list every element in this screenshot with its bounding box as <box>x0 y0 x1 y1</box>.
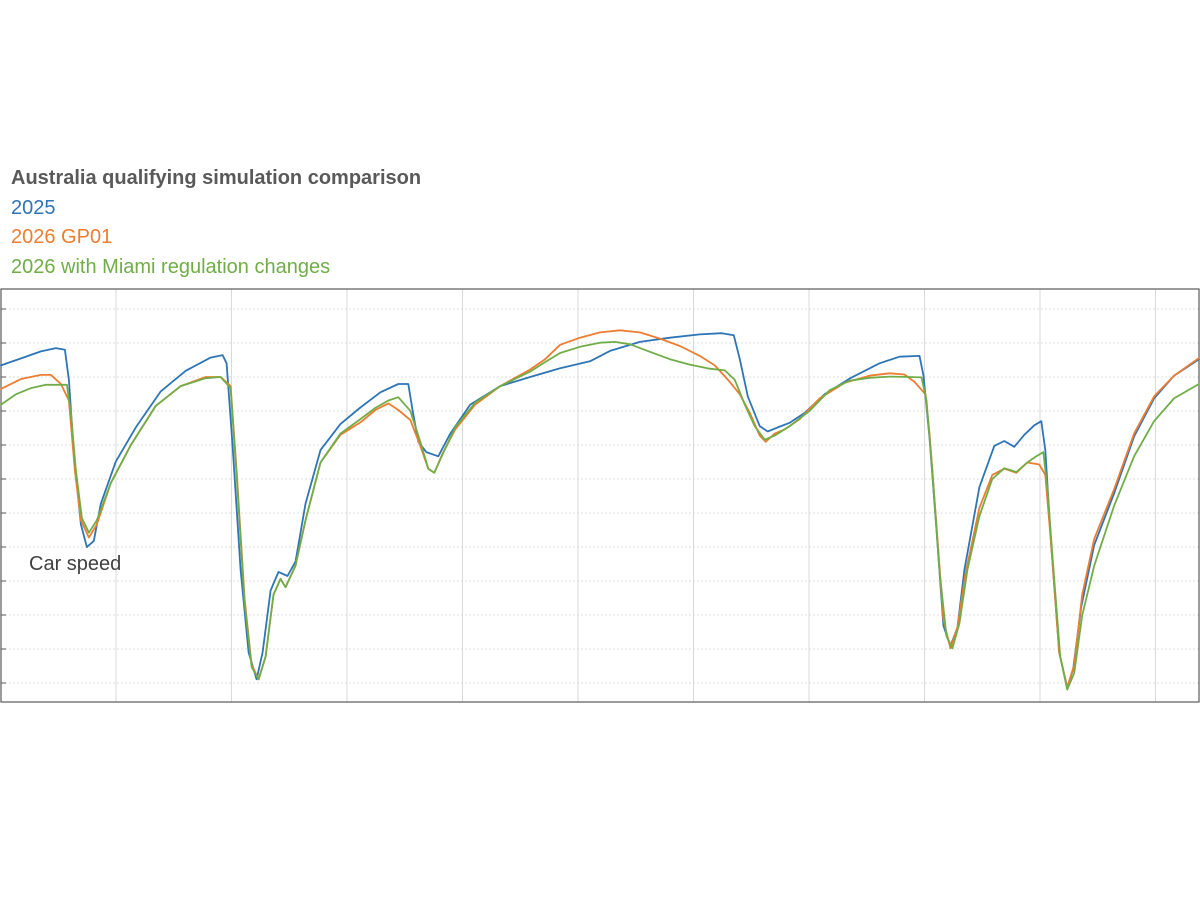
axis-ticks <box>1 308 6 684</box>
series-lines <box>0 329 1200 691</box>
legend: Australia qualifying simulation comparis… <box>11 164 421 282</box>
legend-entry-2026-miami: 2026 with Miami regulation changes <box>11 255 331 278</box>
gridlines <box>1 289 1199 702</box>
legend-entry-2026-gp01: 2026 GP01 <box>11 226 113 248</box>
plot-area-border <box>0 288 1200 703</box>
series-line-2026-miami <box>0 340 1200 691</box>
legend-entry-2025: 2025 <box>11 196 56 219</box>
chart-title: Australia qualifying simulation comparis… <box>11 167 422 189</box>
series-line-2025 <box>0 332 1200 689</box>
series-line-2026-gp01 <box>0 329 1200 689</box>
car-speed-annotation: Car speed <box>29 553 121 575</box>
